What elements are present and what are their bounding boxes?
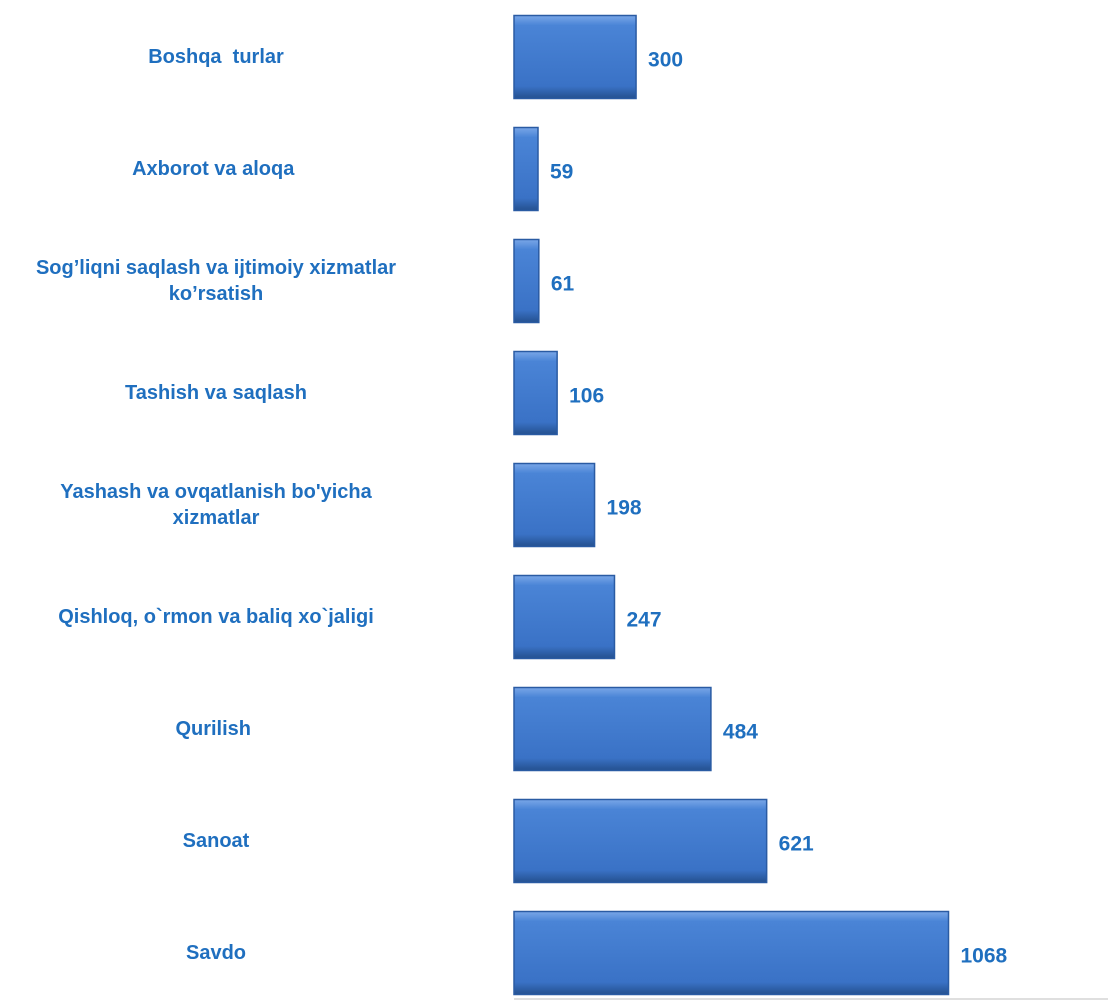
category-label: Qishloq, o`rmon va baliq xo`jaligi: [58, 606, 374, 628]
value-label: 484: [723, 721, 758, 744]
bar: [513, 574, 616, 660]
value-label: 247: [626, 609, 661, 632]
category-label: Axborot va aloqa: [132, 158, 300, 180]
value-label: 198: [607, 497, 642, 520]
bar: [513, 14, 637, 100]
category-label: Yashash va ovqatlanish bo'yicha xizmatla…: [60, 481, 372, 529]
value-label: 621: [779, 833, 814, 856]
category-label: Savdo: [185, 942, 247, 964]
value-label: 300: [648, 49, 683, 72]
bar: [513, 462, 596, 548]
category-label: Qurilish: [175, 718, 257, 740]
bar: [513, 126, 539, 212]
bar: [513, 798, 768, 884]
value-label: 61: [551, 273, 575, 296]
category-label: Sanoat: [182, 830, 250, 852]
bar: [513, 686, 712, 772]
bar: [513, 350, 558, 436]
bar: [513, 238, 540, 324]
bar: [513, 910, 950, 996]
value-label: 106: [569, 385, 604, 408]
category-label: Sog’liqni saqlash va ijtimoiy xizmatlar …: [35, 257, 397, 305]
category-label: Tashish va saqlash: [125, 382, 307, 404]
value-label: 1068: [961, 945, 1008, 968]
value-label: 59: [550, 161, 573, 184]
category-label: Boshqa turlar: [148, 46, 284, 68]
